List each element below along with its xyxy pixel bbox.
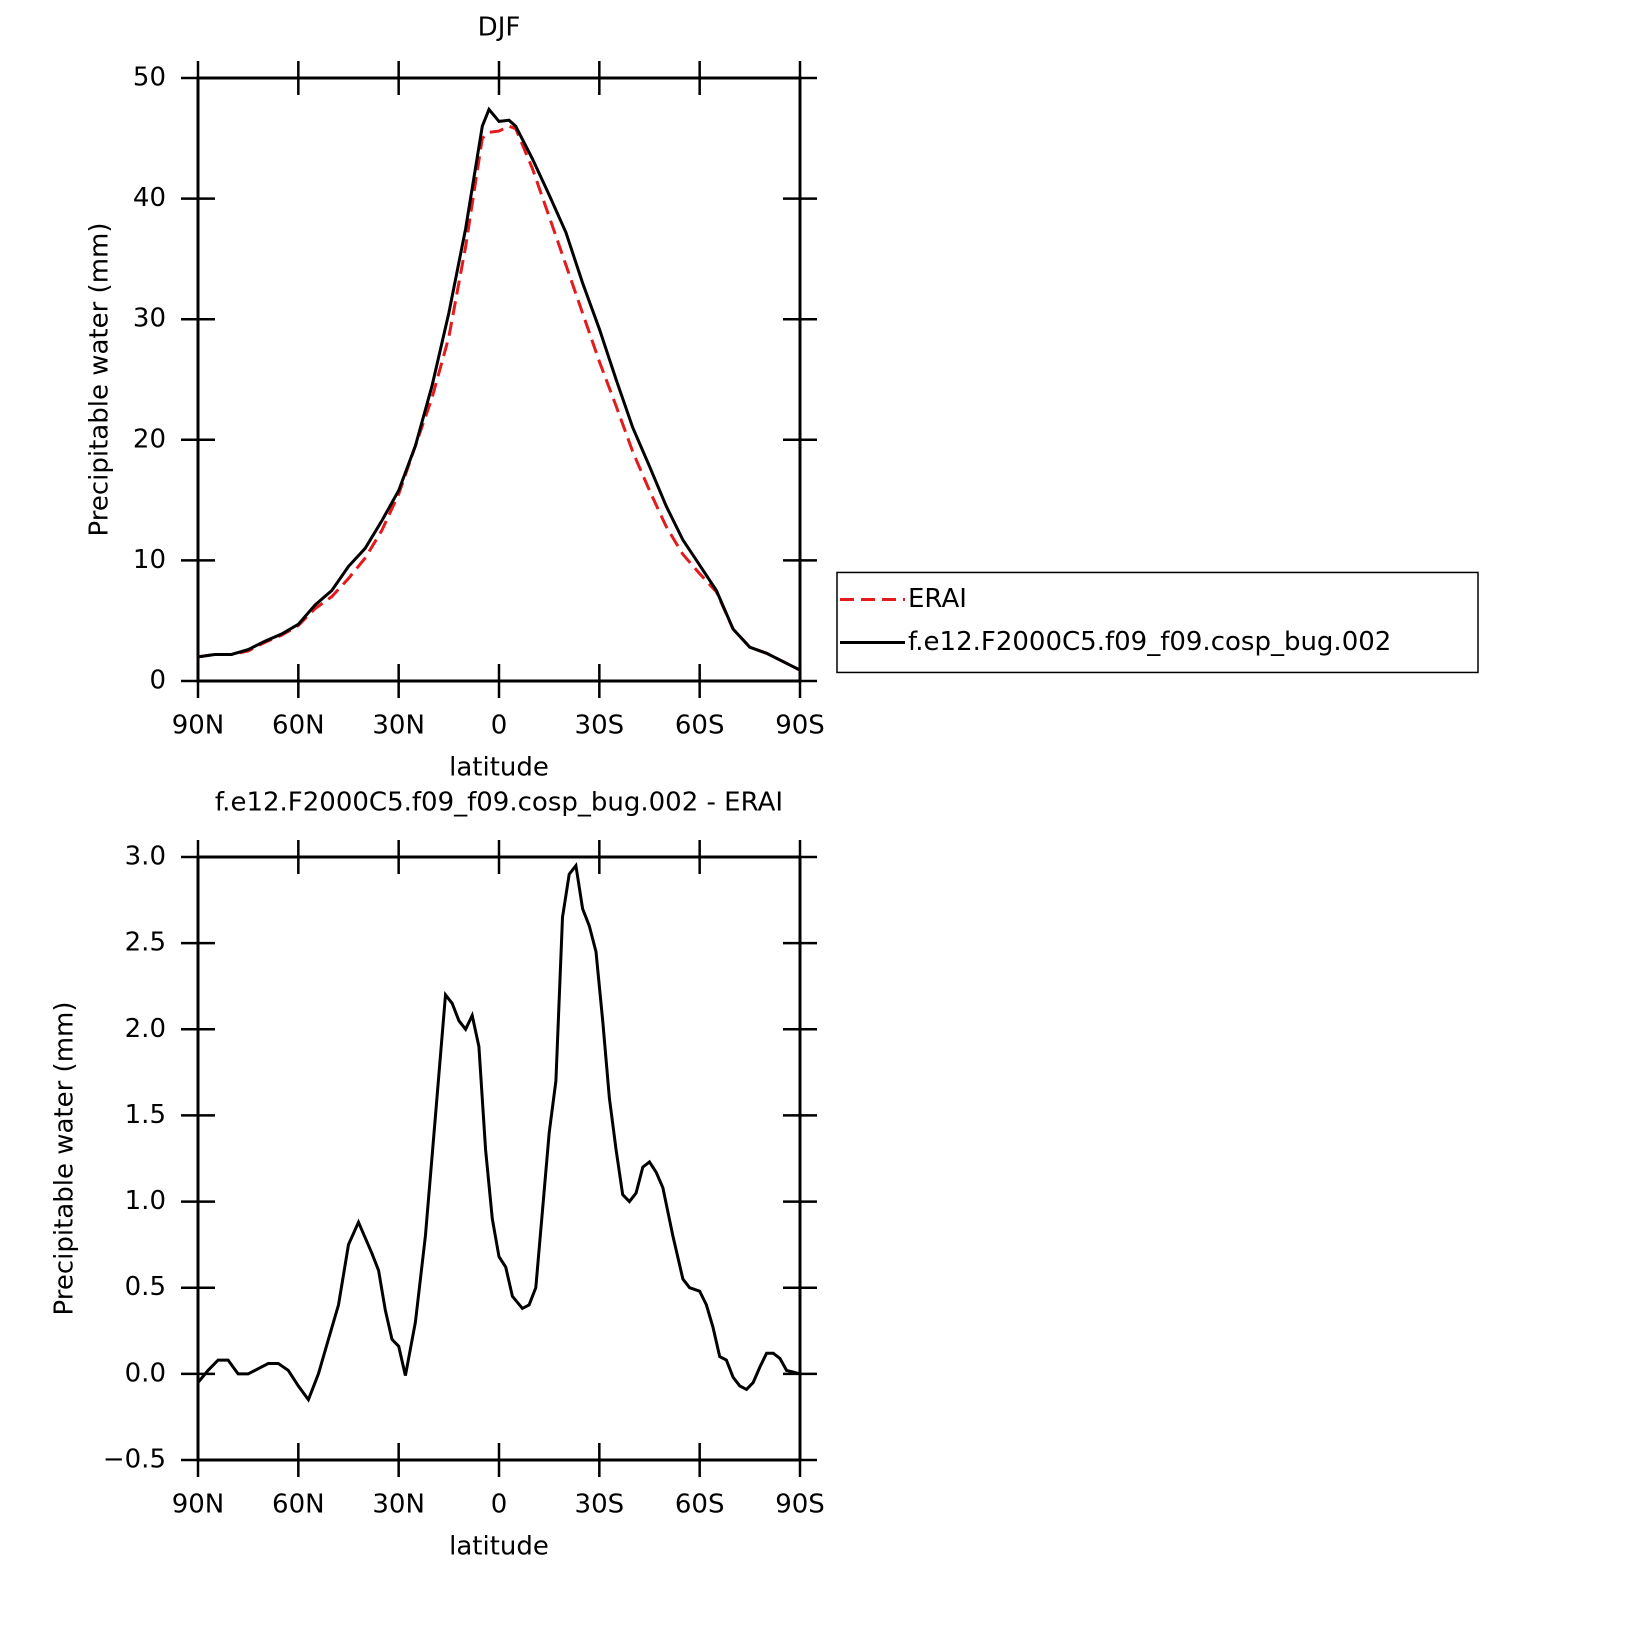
- y-tick-label: 50: [133, 63, 166, 93]
- data-line: [197, 106, 801, 672]
- y-tick-label: 1.5: [125, 1100, 166, 1130]
- y-tick-label: 3.0: [125, 842, 166, 872]
- x-tick-label: 60N: [272, 711, 325, 741]
- x-tick-label: 60S: [675, 1490, 725, 1520]
- y-tick-label: 10: [133, 545, 166, 575]
- legend-box: [836, 571, 1479, 674]
- x-axis-label: latitude: [449, 1532, 549, 1562]
- legend-label: ERAI: [908, 584, 967, 614]
- data-line: [196, 861, 801, 1403]
- y-tick-label: 0.0: [125, 1358, 166, 1388]
- data-line: [197, 124, 801, 672]
- y-tick-label: 40: [133, 183, 166, 213]
- y-tick-label: 0: [149, 666, 166, 696]
- legend-label: f.e12.F2000C5.f09_f09.cosp_bug.002: [908, 627, 1391, 657]
- x-tick-label: 60N: [272, 1490, 325, 1520]
- y-tick-label: 2.5: [125, 928, 166, 958]
- x-tick-label: 90S: [775, 1490, 825, 1520]
- chart-title: DJF: [478, 13, 521, 43]
- y-axis-label: Precipitable water (mm): [85, 223, 115, 537]
- y-tick-label: 0.5: [125, 1272, 166, 1302]
- x-tick-label: 90S: [775, 711, 825, 741]
- x-tick-label: 30N: [372, 1490, 425, 1520]
- x-tick-label: 30S: [575, 1490, 625, 1520]
- x-tick-label: 0: [491, 1490, 508, 1520]
- y-tick-label: 1.0: [125, 1186, 166, 1216]
- y-tick-label: 20: [133, 424, 166, 454]
- y-axis-label: Precipitable water (mm): [50, 1002, 80, 1316]
- x-tick-label: 90N: [172, 711, 225, 741]
- y-tick-label: 30: [133, 304, 166, 334]
- x-tick-label: 90N: [172, 1490, 225, 1520]
- x-tick-label: 30S: [575, 711, 625, 741]
- x-tick-label: 60S: [675, 711, 725, 741]
- x-axis-label: latitude: [449, 753, 549, 783]
- chart-title: f.e12.F2000C5.f09_f09.cosp_bug.002 - ERA…: [215, 788, 783, 818]
- x-tick-label: 0: [491, 711, 508, 741]
- y-tick-label: −0.5: [103, 1445, 166, 1475]
- x-tick-label: 30N: [372, 711, 425, 741]
- plot-frame: [196, 76, 802, 683]
- y-tick-label: 2.0: [125, 1014, 166, 1044]
